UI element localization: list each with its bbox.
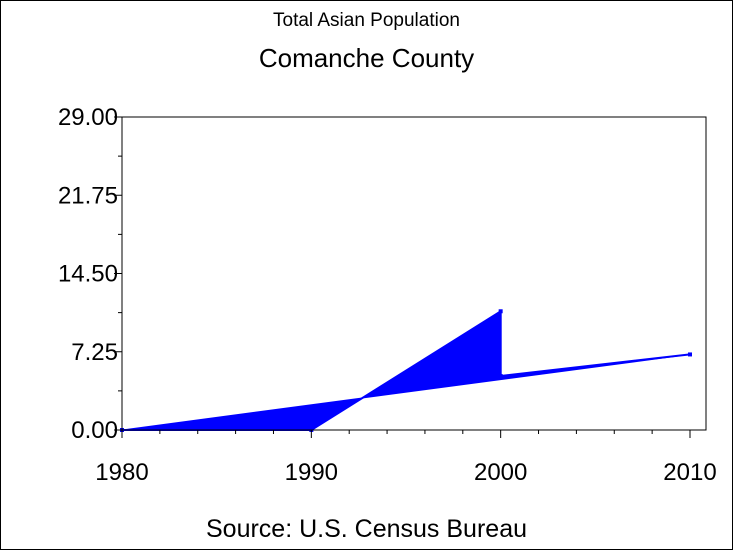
chart-subtitle: Comanche County xyxy=(258,43,475,73)
source-note: Source: U.S. Census Bureau xyxy=(206,515,527,543)
data-point-4 xyxy=(688,352,692,357)
x-tick-label-3: 2010 xyxy=(663,459,716,486)
data-point-3 xyxy=(498,374,503,379)
series-line xyxy=(122,309,691,431)
chart-title: Total Asian Population xyxy=(273,10,460,31)
data-point-2 xyxy=(498,309,503,314)
x-tick-label-0: 1980 xyxy=(95,459,148,486)
y-tick-label-0: 0.00 xyxy=(71,417,118,444)
y-tick-label-2: 14.50 xyxy=(58,261,118,288)
y-tick-label-1: 7.25 xyxy=(71,339,118,366)
y-tick-label-3: 21.75 xyxy=(58,182,118,209)
x-tick-label-2: 2000 xyxy=(474,459,527,486)
x-tick-label-1: 1990 xyxy=(285,459,338,486)
y-tick-label-4: 29.00 xyxy=(58,104,118,131)
